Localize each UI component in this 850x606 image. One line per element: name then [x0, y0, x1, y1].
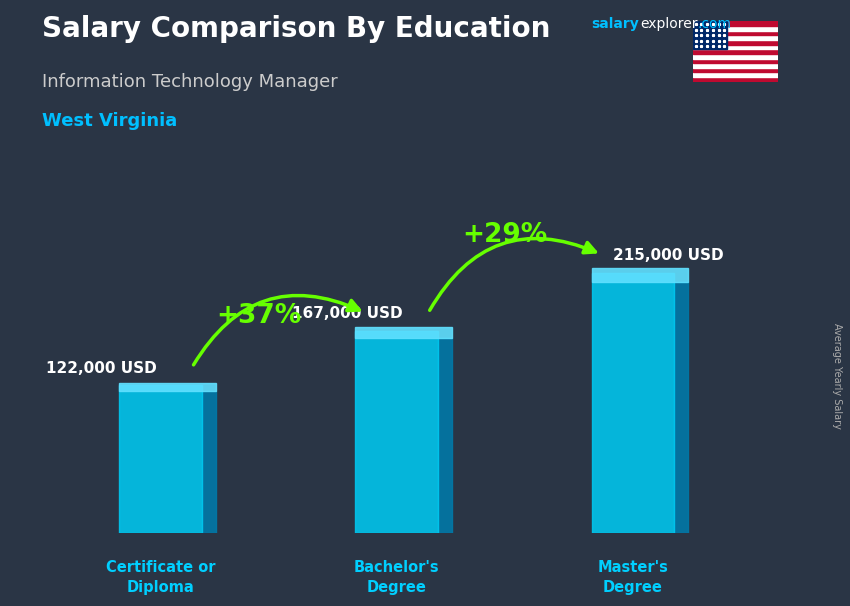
Text: West Virginia: West Virginia [42, 112, 178, 130]
Bar [693, 35, 778, 40]
Bar [119, 385, 202, 533]
Bar [693, 21, 778, 26]
Bar [119, 383, 216, 391]
Bar [693, 54, 778, 59]
Bar [674, 282, 689, 533]
Text: explorer: explorer [640, 17, 698, 31]
Bar [693, 21, 727, 49]
Bar [355, 331, 438, 533]
Bar [438, 338, 452, 533]
Text: 122,000 USD: 122,000 USD [46, 361, 157, 376]
Bar [693, 40, 778, 44]
Bar [693, 63, 778, 68]
Text: .com: .com [698, 17, 732, 31]
Text: 215,000 USD: 215,000 USD [613, 248, 723, 263]
Text: salary: salary [591, 17, 638, 31]
Bar [693, 49, 778, 54]
Text: Information Technology Manager: Information Technology Manager [42, 73, 338, 91]
Text: Average Yearly Salary: Average Yearly Salary [832, 323, 842, 428]
Bar [693, 77, 778, 82]
Bar [592, 273, 674, 533]
Text: 167,000 USD: 167,000 USD [292, 306, 403, 321]
Bar [693, 30, 778, 35]
Bar [693, 73, 778, 77]
Bar [355, 327, 452, 338]
Bar [693, 59, 778, 63]
Bar [202, 391, 216, 533]
Bar [693, 68, 778, 73]
Text: Salary Comparison By Education: Salary Comparison By Education [42, 15, 551, 43]
Text: Bachelor's
Degree: Bachelor's Degree [354, 560, 439, 594]
Text: Certificate or
Diploma: Certificate or Diploma [106, 560, 215, 594]
Bar [693, 26, 778, 30]
Text: Master's
Degree: Master's Degree [598, 560, 668, 594]
Text: +29%: +29% [462, 222, 547, 248]
Bar [592, 268, 688, 282]
Bar [693, 44, 778, 49]
Text: +37%: +37% [217, 303, 302, 328]
